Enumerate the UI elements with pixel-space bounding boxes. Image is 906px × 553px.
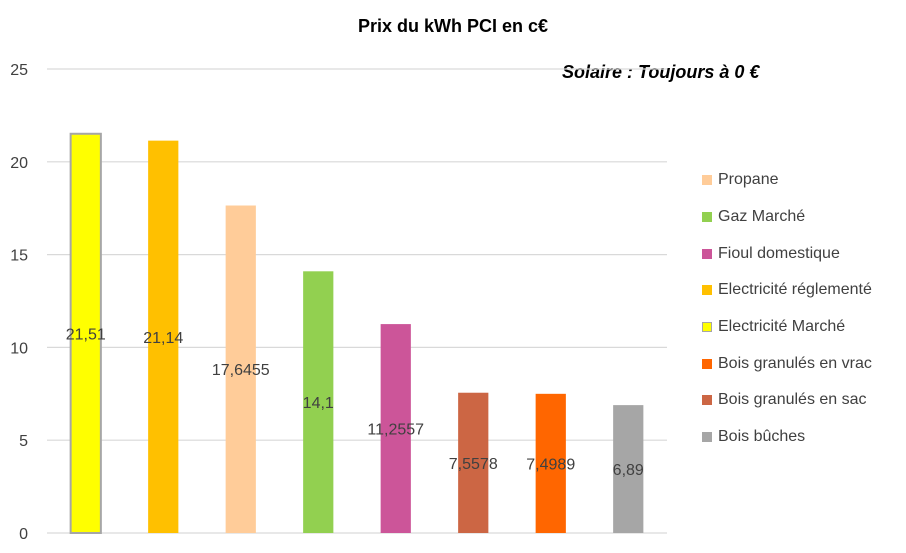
legend-swatch xyxy=(702,175,712,186)
y-tick-label: 20 xyxy=(10,155,28,172)
chart-title: Prix du kWh PCI en c€ xyxy=(357,16,549,36)
legend-item: Electricité réglementé xyxy=(702,272,872,309)
legend-swatch xyxy=(702,432,712,443)
bar-data-label: 14,1 xyxy=(303,395,334,412)
legend-label: Bois granulés en vrac xyxy=(718,354,872,372)
bar xyxy=(303,271,334,533)
legend-label: Bois bûches xyxy=(718,428,806,446)
bar-data-label: 6,89 xyxy=(613,462,644,479)
legend-label: Fioul domestique xyxy=(718,244,840,262)
y-tick-label: 5 xyxy=(19,433,28,450)
chart-legend: Propane Gaz Marché Fioul domestique Electri… xyxy=(702,162,872,456)
bar-data-label: 7,4989 xyxy=(526,456,575,473)
y-tick-label: 25 xyxy=(10,62,28,79)
bar xyxy=(225,205,256,534)
legend-item: Electricité Marché xyxy=(702,309,872,346)
legend-item: Fioul domestique xyxy=(702,235,872,272)
y-tick-label: 10 xyxy=(10,340,28,357)
bar-data-label: 17,6455 xyxy=(212,362,270,379)
bar-data-label: 11,2557 xyxy=(367,422,424,439)
solar-annotation: Solaire : Toujours à 0 € xyxy=(562,62,760,82)
bar xyxy=(458,392,489,533)
legend-item: Propane xyxy=(702,162,872,199)
bar-data-label: 21,14 xyxy=(143,330,183,347)
legend-swatch xyxy=(702,358,712,369)
legend-label: Gaz Marché xyxy=(718,208,806,226)
legend-swatch xyxy=(702,248,712,259)
bar xyxy=(148,140,179,533)
y-tick-label: 15 xyxy=(10,248,28,265)
bar xyxy=(380,324,411,533)
y-tick-label: 0 xyxy=(19,526,28,543)
legend-item: Bois bûches xyxy=(702,419,872,456)
legend-item: Gaz Marché xyxy=(702,199,872,236)
legend-label: Bois granulés en sac xyxy=(718,391,867,409)
legend-swatch xyxy=(702,395,712,406)
legend-label: Electricité Marché xyxy=(718,318,846,336)
legend-swatch xyxy=(702,212,712,223)
legend-label: Electricité réglementé xyxy=(718,281,872,299)
bar-data-label: 7,5578 xyxy=(449,456,498,473)
bar xyxy=(69,132,102,534)
legend-item: Bois granulés en vrac xyxy=(702,345,872,382)
bar xyxy=(535,393,566,533)
legend-swatch xyxy=(702,285,712,296)
bar-data-label: 21,51 xyxy=(66,326,106,343)
legend-swatch xyxy=(702,322,712,333)
legend-item: Bois granulés en sac xyxy=(702,382,872,419)
bar xyxy=(613,405,644,533)
legend-label: Propane xyxy=(718,171,779,189)
